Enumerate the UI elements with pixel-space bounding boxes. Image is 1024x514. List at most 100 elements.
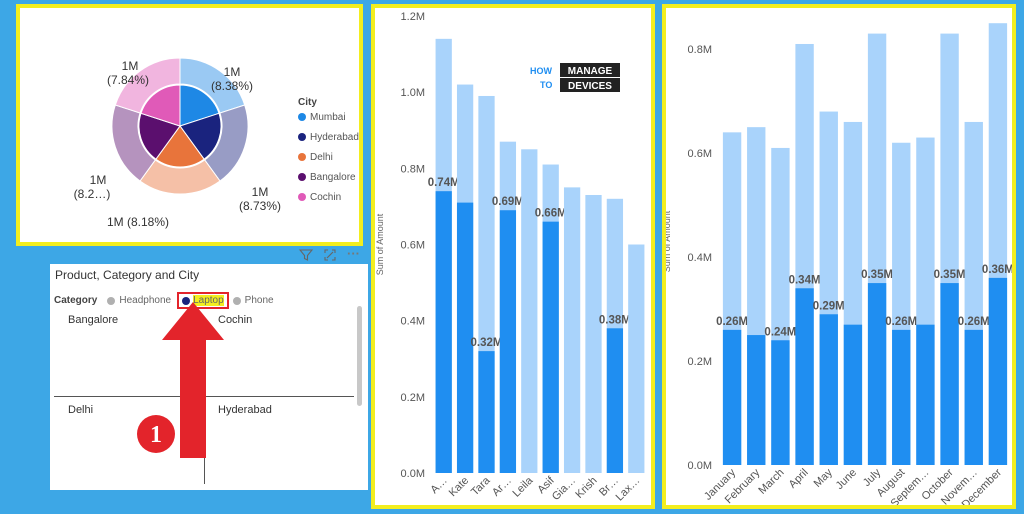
bar-data-label: 0.26M <box>716 316 748 328</box>
y-tick-label: 0.8M <box>401 163 425 175</box>
category-label: Category <box>54 295 98 306</box>
bar-total[interactable] <box>521 149 538 473</box>
bar-laptop[interactable] <box>771 340 790 465</box>
y-axis-label: Sum of Amount <box>375 213 385 275</box>
bar-total[interactable] <box>563 187 581 473</box>
watermark-box <box>560 78 620 92</box>
bar-data-label: 0.32M <box>471 337 503 349</box>
donut-data-label: 1M <box>252 185 269 199</box>
matrix-panel[interactable]: Product, Category and City Category Head… <box>50 264 368 490</box>
watermark-text: TO <box>540 80 552 90</box>
category-phone[interactable]: Phone <box>244 295 274 306</box>
x-tick-label: Krish <box>573 475 599 501</box>
phone-dot <box>232 296 241 305</box>
legend-item-mumbai[interactable]: Mumbai <box>310 112 346 123</box>
bar-data-label: 0.29M <box>813 300 845 312</box>
watermark-text: DEVICES <box>568 81 612 92</box>
bar-data-label: 0.66M <box>535 208 567 220</box>
laptop-highlight[interactable]: Laptop <box>177 292 229 309</box>
bar-laptop[interactable] <box>478 351 495 473</box>
bar-laptop[interactable] <box>843 324 863 465</box>
legend-item-hyderabad[interactable]: Hyderabad <box>310 132 359 143</box>
bar-laptop[interactable] <box>435 191 452 473</box>
donut-data-label: 1M <box>122 59 139 73</box>
legend-marker <box>298 173 306 181</box>
donut-data-label: (7.84%) <box>107 73 149 87</box>
x-tick-label: Kate <box>447 475 471 499</box>
bar-laptop[interactable] <box>940 283 959 465</box>
y-tick-label: 0.4M <box>688 252 712 264</box>
donut-data-label: (8.73%) <box>239 199 281 213</box>
bar-laptop[interactable] <box>819 314 838 465</box>
panel-title: Product, Category and City <box>55 268 200 282</box>
x-tick-label: Leila <box>510 474 536 500</box>
x-tick-label: Ar… <box>490 475 514 499</box>
legend-item-delhi[interactable]: Delhi <box>310 152 333 163</box>
legend-item-cochin[interactable]: Cochin <box>310 192 341 203</box>
donut-data-label: 1M <box>90 173 107 187</box>
legend-title: City <box>298 97 317 108</box>
bar-laptop[interactable] <box>892 329 911 465</box>
laptop-dot <box>182 296 191 305</box>
donut-chart[interactable]: 1M(8.38%)1M(8.73%)1M (8.18%)1M(8.2…)1M(7… <box>20 8 359 242</box>
category-legend: Category Headphone Laptop Phone <box>54 292 274 309</box>
bar-laptop[interactable] <box>747 335 766 465</box>
bar-data-label: 0.36M <box>982 264 1012 276</box>
bar-data-label: 0.26M <box>885 316 917 328</box>
x-tick-label: June <box>834 467 859 492</box>
bar-total[interactable] <box>585 194 602 473</box>
donut-data-label: 1M (8.18%) <box>107 215 169 229</box>
bar-data-label: 0.69M <box>492 196 524 208</box>
x-tick-label: April <box>787 467 811 491</box>
bar-total[interactable] <box>628 244 645 474</box>
bar-data-label: 0.74M <box>428 177 460 189</box>
bar-laptop[interactable] <box>988 277 1008 465</box>
category-laptop[interactable]: Laptop <box>193 295 224 306</box>
bar-laptop[interactable] <box>456 202 474 473</box>
watermark-text: HOW <box>530 66 553 76</box>
bar-laptop[interactable] <box>795 288 814 465</box>
y-tick-label: 1.0M <box>401 87 425 99</box>
more-options-icon[interactable]: ··· <box>347 246 360 261</box>
y-tick-label: 0.4M <box>401 316 425 328</box>
bar-data-label: 0.24M <box>764 326 796 338</box>
watermark-text: MANAGE <box>568 66 613 77</box>
filter-icon[interactable] <box>298 248 314 265</box>
bar-chart-months-panel[interactable]: 0.0M 0.2M 0.4M 0.6M 0.8M Sum of Amount 0.26M Ja… <box>662 4 1016 511</box>
bar-laptop[interactable] <box>916 324 935 465</box>
legend-item-bangalore[interactable]: Bangalore <box>310 172 356 183</box>
bar-data-label: 0.38M <box>599 314 631 326</box>
focus-mode-icon[interactable] <box>323 248 337 265</box>
bar-chart-people-panel[interactable]: 0.0M 0.2M 0.4M 0.6M 0.8M 1.0M 1.2M Sum of Amoun… <box>371 4 655 509</box>
bar-laptop[interactable] <box>722 329 742 465</box>
bar-data-label: 0.26M <box>958 316 990 328</box>
legend-marker <box>298 113 306 121</box>
cell-hyderabad: Hyderabad <box>218 404 272 416</box>
category-headphone[interactable]: Headphone <box>119 295 172 306</box>
legend-marker <box>298 133 306 141</box>
donut-outer-slice-cochin[interactable] <box>114 57 181 114</box>
headphone-dot <box>107 296 116 305</box>
step-badge: 1 <box>137 415 175 453</box>
legend-marker <box>298 193 306 201</box>
bar-chart-people[interactable]: 0.0M 0.2M 0.4M 0.6M 0.8M 1.0M 1.2M Sum of Amoun… <box>375 8 651 505</box>
bar-laptop[interactable] <box>542 221 559 473</box>
bar-laptop[interactable] <box>867 283 887 465</box>
y-tick-label: 1.2M <box>401 11 425 23</box>
scrollbar[interactable] <box>357 306 362 406</box>
bar-laptop[interactable] <box>499 210 517 473</box>
bar-laptop[interactable] <box>606 328 624 473</box>
donut-inner-slice-cochin[interactable] <box>140 84 181 127</box>
donut-chart-panel[interactable]: 1M (8.38%) 1M (8.73%) 1M (8.18%) 1M (8.2…) 1M (7… <box>16 4 363 246</box>
x-tick-label: March <box>756 467 786 497</box>
donut-data-label: (8.38%) <box>211 79 253 93</box>
bar-laptop[interactable] <box>964 329 983 465</box>
bar-data-label: 0.35M <box>934 269 966 281</box>
watermark-box <box>560 63 620 77</box>
y-tick-label: 0.0M <box>401 468 425 480</box>
bar-data-label: 0.35M <box>861 269 893 281</box>
cell-delhi: Delhi <box>68 404 94 416</box>
x-tick-label: May <box>812 466 836 490</box>
legend-marker <box>298 153 306 161</box>
